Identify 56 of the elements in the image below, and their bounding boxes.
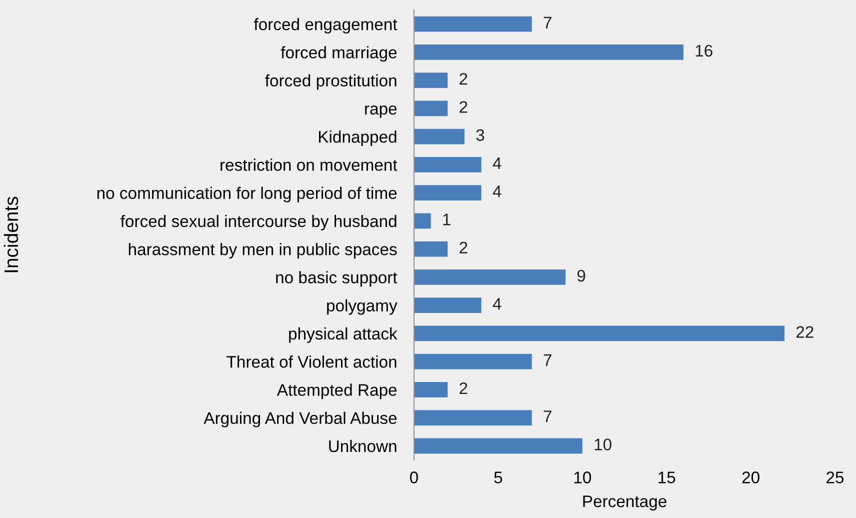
data-label: 3 (476, 129, 484, 142)
data-label: 7 (544, 16, 552, 28)
data-label: 2 (460, 242, 468, 254)
data-label: 16 (696, 44, 712, 57)
data-label: 7 (544, 410, 552, 422)
bar (414, 410, 532, 426)
bar (414, 72, 448, 88)
bar (414, 326, 784, 342)
y-tick-label: polygamy (327, 299, 398, 315)
y-tick-label: no basic support (276, 271, 398, 287)
y-tick-label: forced sexual intercourse by husband (120, 214, 396, 230)
y-axis-title: Incidents (4, 196, 18, 272)
y-tick-label: physical attack (289, 327, 398, 343)
x-tick-label: 10 (574, 472, 592, 484)
data-label: 4 (492, 298, 502, 310)
bar (414, 438, 582, 454)
bar (414, 354, 532, 370)
data-label: 7 (544, 354, 552, 366)
data-label: 2 (460, 72, 468, 85)
bar (414, 156, 482, 172)
x-tick-label: 15 (658, 472, 676, 484)
bar (414, 100, 448, 116)
data-label: 4 (492, 186, 502, 198)
y-tick-label: forced prostitution (265, 74, 396, 90)
data-label: 1 (443, 214, 450, 226)
bar (414, 241, 448, 257)
y-tick-label: restriction on movement (220, 158, 398, 171)
bar (414, 44, 684, 60)
x-tick-label: 25 (826, 472, 844, 484)
data-label: 22 (796, 326, 814, 338)
y-tick-label: no communication for long period of time (97, 186, 397, 202)
y-tick-label: Threat of Violent action (226, 356, 396, 368)
data-label: 2 (460, 101, 468, 113)
bar (414, 128, 465, 144)
x-tick-label: 0 (410, 472, 418, 484)
bar (414, 298, 482, 314)
data-label: 10 (594, 438, 612, 450)
bar (414, 213, 431, 229)
bar (414, 16, 532, 32)
y-tick-label: Unknown (329, 440, 396, 452)
data-label: 4 (492, 158, 502, 169)
bar (414, 185, 482, 201)
data-label: 2 (460, 382, 468, 394)
bar (414, 269, 566, 285)
y-tick-label: rape (365, 106, 397, 118)
y-tick-label: harassment by men in public spaces (128, 243, 397, 259)
y-tick-label: forced engagement (254, 18, 398, 34)
bar (414, 382, 448, 398)
data-label: 9 (577, 270, 586, 282)
y-tick-label: Attempted Rape (276, 384, 397, 400)
y-tick-label: forced marriage (280, 46, 397, 62)
x-axis-title: Percentage (583, 496, 666, 511)
x-tick-label: 5 (494, 472, 502, 484)
y-tick-label: Arguing And Verbal Abuse (204, 412, 397, 428)
y-tick-label: Kidnapped (319, 130, 396, 146)
x-tick-label: 20 (742, 472, 760, 484)
